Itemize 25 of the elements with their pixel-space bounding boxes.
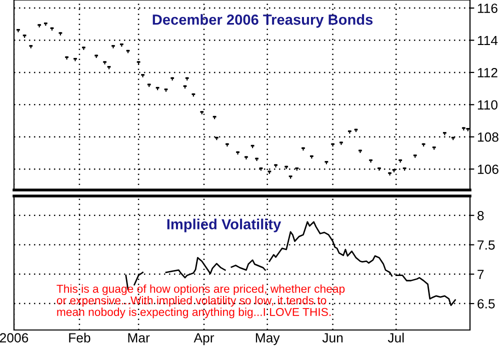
x-tick-label: Jul	[388, 332, 404, 342]
x-tick-label: Jun	[322, 333, 343, 342]
y-tick-label: 108	[478, 132, 498, 142]
x-tick-label: Apr	[194, 333, 214, 346]
candlestick	[462, 126, 466, 131]
y-tick-label: 6.5	[478, 299, 495, 308]
y-tick-label: 112	[478, 68, 498, 78]
x-tick-label: Mar	[128, 333, 150, 342]
x-tick-label: 2006	[0, 333, 28, 342]
text: Implied Volatility	[167, 218, 282, 232]
candlestick	[94, 54, 98, 59]
x-tick-label: May	[256, 333, 280, 346]
y-tick-label: 7.5	[478, 240, 495, 250]
candlestick	[147, 83, 151, 88]
y-tick-label: 116	[478, 4, 498, 13]
annotation: This is a guage of how options are priced, whether cheap or expensive...With implied volatility so low, it tends to mean nobody is expecting anything big...I LOVE THIS.	[56, 284, 345, 318]
y-tick-label: 114	[478, 36, 498, 46]
y-tick-label: 7	[478, 270, 484, 279]
text: December 2006 Treasury Bonds	[152, 14, 373, 28]
candlestick	[38, 24, 42, 28]
x-tick-label: Feb	[69, 332, 90, 342]
y-tick-label: 8	[478, 210, 484, 220]
candlestick	[82, 46, 86, 50]
y-tick-label: 110	[478, 100, 498, 110]
y-tick-label: 106	[478, 164, 498, 174]
